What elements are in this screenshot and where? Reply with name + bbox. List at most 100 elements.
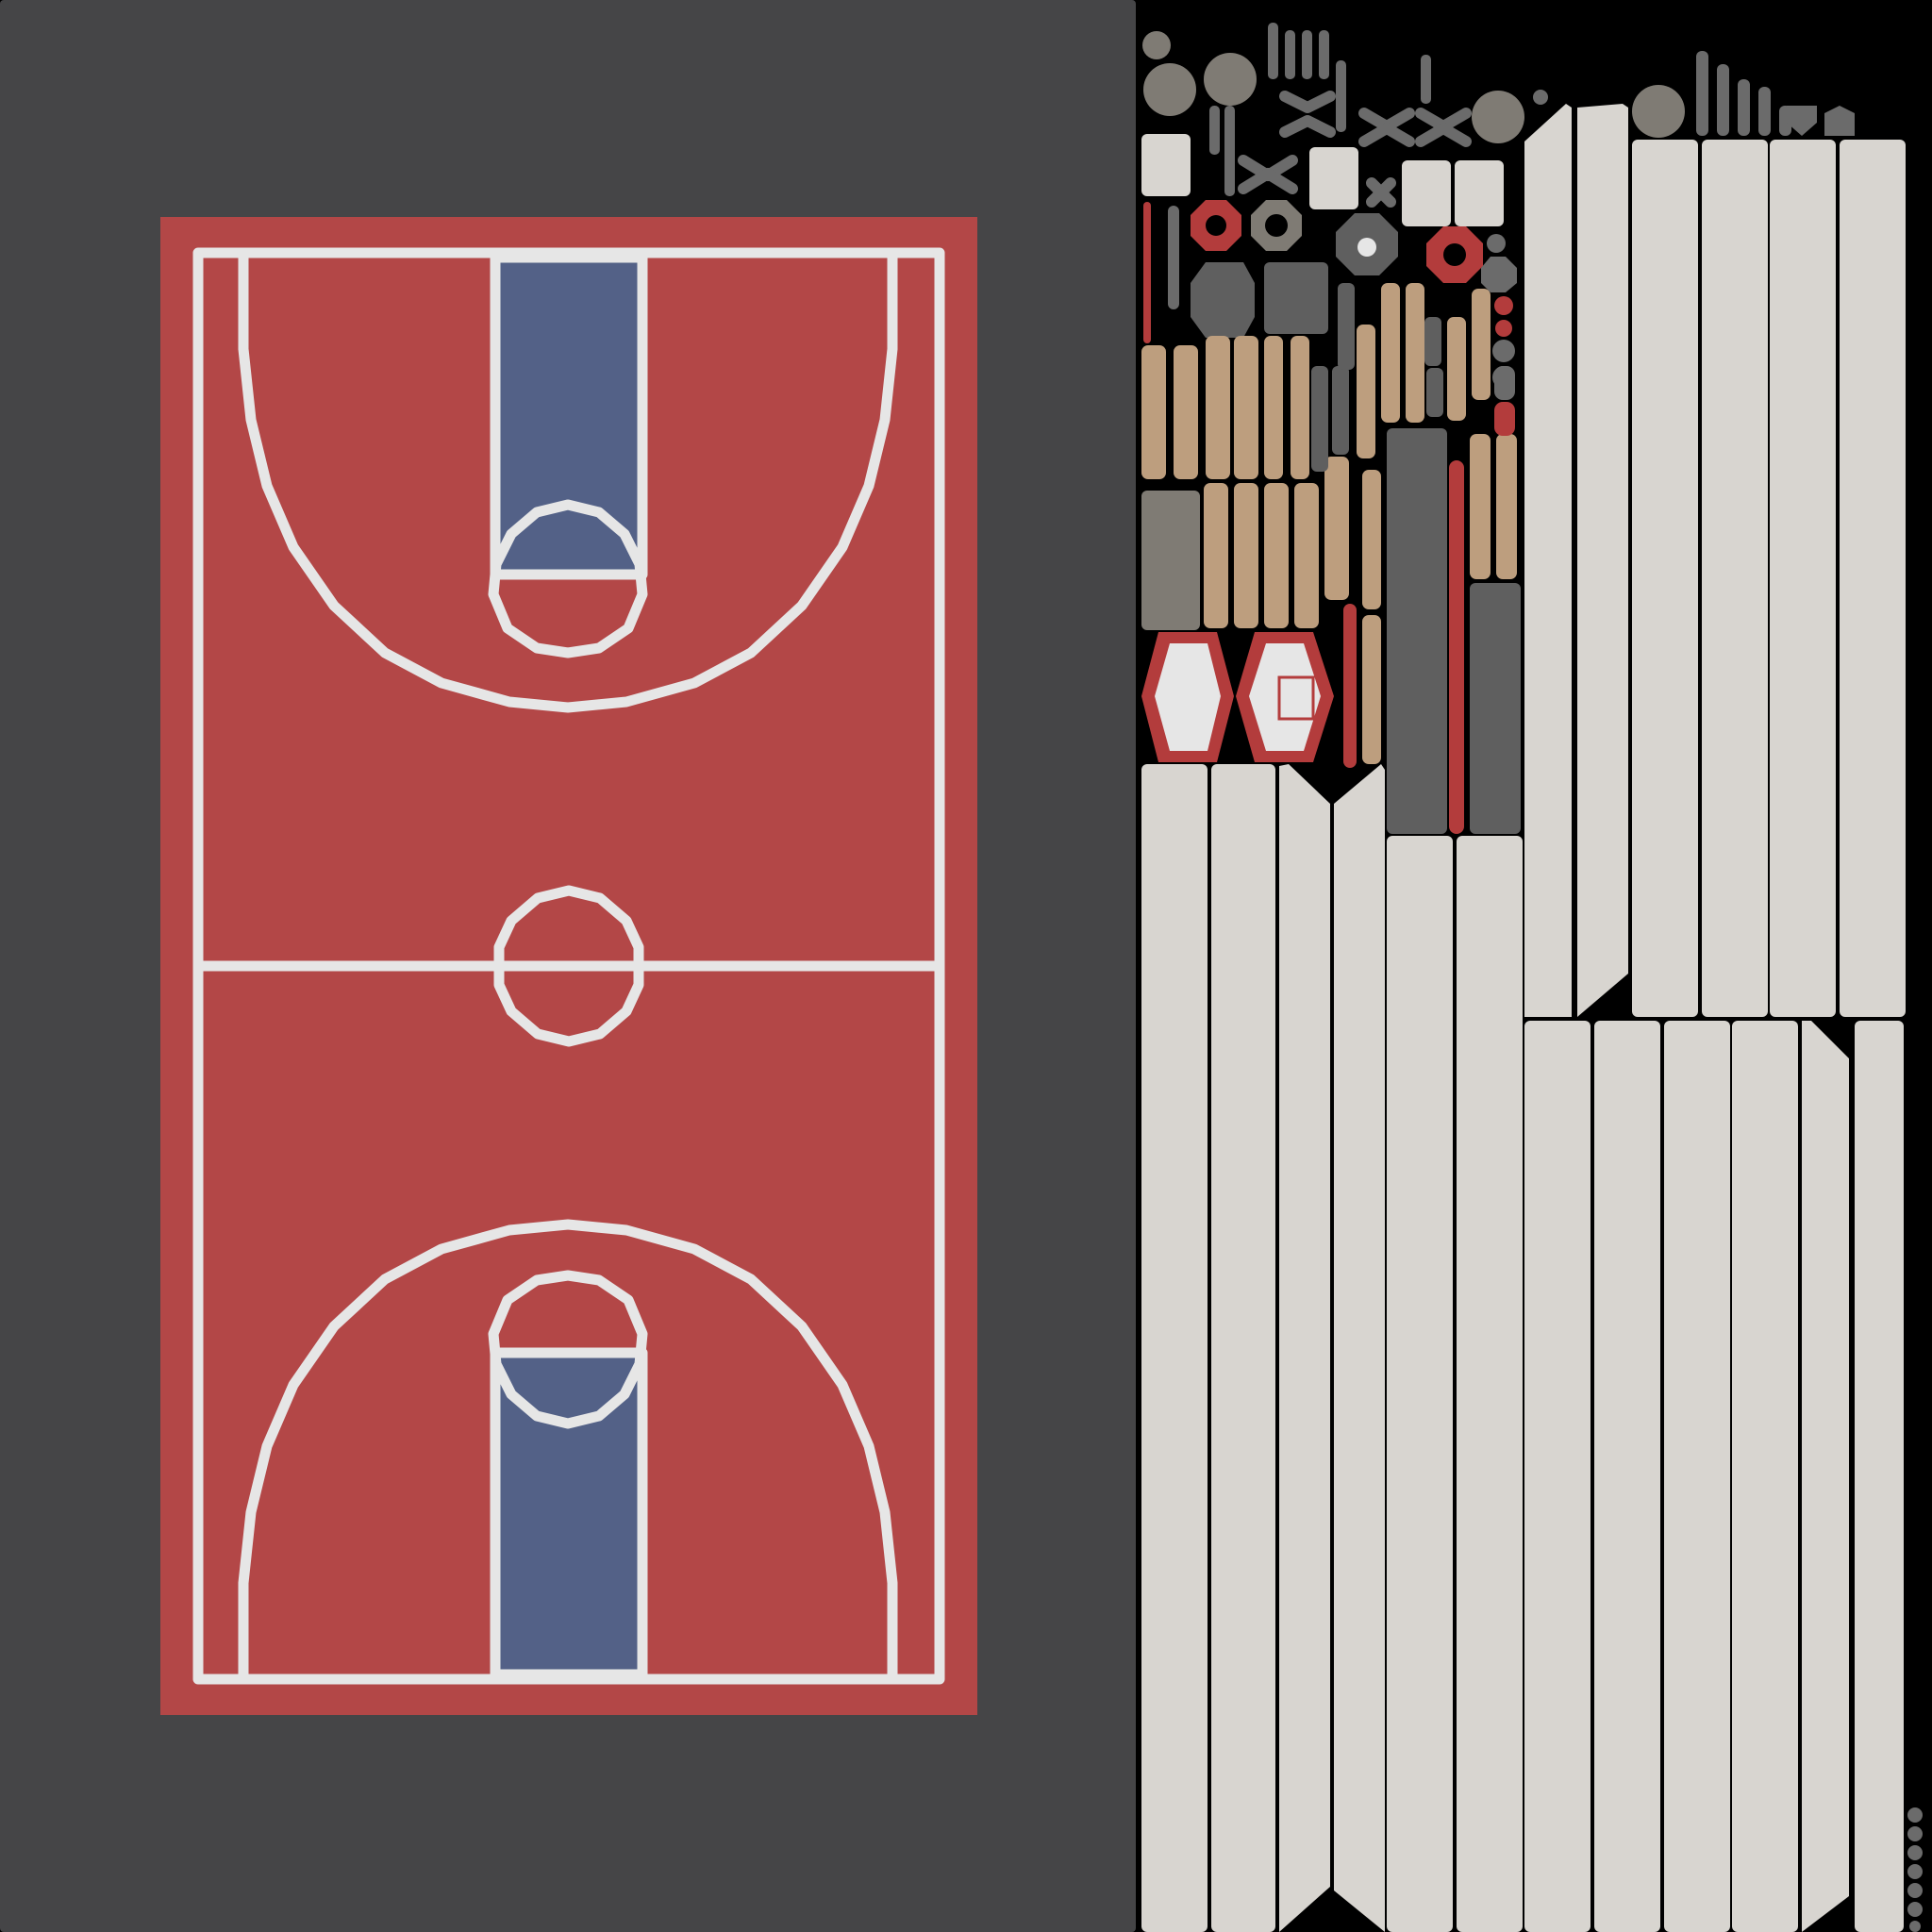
wood-plank <box>1324 457 1349 600</box>
gray-bar <box>1738 79 1750 136</box>
light-tile <box>1309 147 1358 209</box>
small-parts-cluster <box>1141 23 1855 834</box>
wood-plank <box>1357 325 1375 458</box>
gray-bar <box>1421 55 1431 104</box>
bracket-shape <box>1238 168 1298 194</box>
gray-dot <box>1492 340 1515 362</box>
wood-plank <box>1264 336 1283 479</box>
light-strip <box>1457 836 1523 1932</box>
light-strips-lower <box>1141 764 1523 1932</box>
gray-column-long <box>1470 583 1521 834</box>
wood-plank <box>1447 317 1466 421</box>
light-strip-beveled <box>1802 1021 1849 1932</box>
gray-disc <box>1143 63 1196 116</box>
tiny-dots-column <box>1907 1807 1923 1932</box>
wood-plank <box>1362 615 1381 764</box>
light-strip <box>1732 1021 1798 1932</box>
light-strip <box>1211 764 1275 1932</box>
light-strip <box>1840 140 1906 1017</box>
wood-plank <box>1470 434 1491 579</box>
gray-disc <box>1472 91 1524 143</box>
gray-bar <box>1302 30 1312 79</box>
light-strip-beveled <box>1334 764 1385 1932</box>
gray-bar <box>1696 51 1708 136</box>
wood-plank <box>1234 483 1258 628</box>
bracket-shape <box>1279 115 1336 138</box>
light-strip <box>1702 140 1768 1017</box>
backboard-with-target <box>1236 632 1334 762</box>
gray-disc <box>1632 85 1685 138</box>
gray-pentagon <box>1824 106 1855 136</box>
gray-disc <box>1204 53 1257 106</box>
gray-bar <box>1758 87 1771 136</box>
gray-column <box>1338 283 1355 370</box>
light-strip-beveled <box>1279 764 1330 1932</box>
light-strip <box>1632 140 1698 1017</box>
gray-bar <box>1268 23 1278 79</box>
gray-bar <box>1285 30 1295 79</box>
gray-column <box>1141 491 1200 630</box>
gray-bar <box>1224 106 1235 196</box>
gray-small-bar <box>1494 366 1515 400</box>
red-pole <box>1343 604 1357 768</box>
wood-plank <box>1174 345 1198 479</box>
wood-plank <box>1234 336 1258 479</box>
red-pole <box>1449 460 1464 834</box>
wood-plank <box>1264 483 1289 628</box>
wood-plank <box>1294 483 1319 628</box>
light-strip <box>1524 1021 1591 1932</box>
gray-square <box>1264 262 1328 334</box>
light-strip <box>1387 836 1453 1932</box>
light-strip <box>1770 140 1836 1017</box>
gray-pentagon <box>1787 106 1817 136</box>
light-strips-lower-right <box>1524 1021 1904 1932</box>
gray-dot <box>1487 234 1506 253</box>
gray-bar <box>1319 30 1329 79</box>
light-strip <box>1664 1021 1730 1932</box>
light-tile <box>1402 160 1451 226</box>
bracket-shape <box>1415 123 1472 147</box>
gray-disc <box>1142 31 1171 59</box>
light-strip <box>1141 764 1208 1932</box>
wood-plank <box>1362 470 1381 609</box>
three-point-arc-top <box>238 258 898 713</box>
light-strip <box>1594 1021 1660 1932</box>
wood-plank <box>1472 289 1491 400</box>
three-point-arc-bottom <box>238 1219 898 1674</box>
gray-column <box>1332 366 1349 455</box>
light-tile <box>1455 160 1504 226</box>
free-throw-circle-bottom <box>488 1270 648 1429</box>
bracket-shape <box>1358 123 1415 147</box>
gray-column-long <box>1387 428 1447 834</box>
court-lines <box>192 247 945 1685</box>
wood-plank <box>1406 283 1424 423</box>
gray-dot <box>1533 90 1548 105</box>
gray-column <box>1424 317 1441 366</box>
wood-plank <box>1291 336 1309 479</box>
gray-bar <box>1336 60 1346 132</box>
wood-plank <box>1204 483 1228 628</box>
backboard-plain <box>1141 632 1234 762</box>
red-small-bar <box>1494 402 1515 436</box>
wood-plank <box>1496 434 1517 579</box>
center-circle <box>493 885 644 1047</box>
light-tile <box>1141 134 1191 196</box>
gray-column <box>1426 368 1443 417</box>
wood-plank <box>1381 283 1400 423</box>
gray-column <box>1311 366 1328 472</box>
red-dot <box>1494 296 1513 315</box>
bracket-shape <box>1279 91 1336 113</box>
thin-gray-bar <box>1168 206 1179 309</box>
thin-red-bar <box>1143 202 1151 343</box>
wood-plank <box>1206 336 1230 479</box>
free-throw-circle-top <box>488 499 648 658</box>
gray-bar <box>1717 64 1729 136</box>
light-strips-upper <box>1524 104 1906 1017</box>
basketball-court-texture <box>0 0 1136 1932</box>
light-strip-beveled <box>1577 104 1628 1017</box>
light-strip <box>1855 1021 1904 1932</box>
gray-hex-small <box>1481 257 1517 292</box>
gray-bar <box>1209 106 1220 155</box>
bracket-shape <box>1366 187 1396 208</box>
